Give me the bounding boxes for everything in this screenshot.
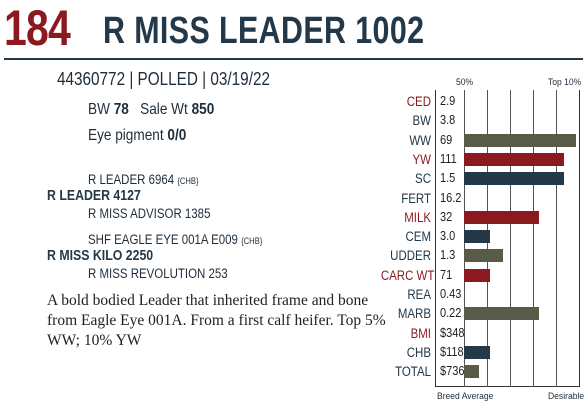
registration-info: 44360772 | POLLED | 03/19/22 <box>57 69 270 89</box>
epd-value-chb: $118 <box>440 344 464 359</box>
epd-value-bmi: $348 <box>440 325 465 340</box>
epd-label-fert: FERT <box>401 190 431 206</box>
pedigree-sire-dam: R MISS ADVISOR 1385 <box>88 206 211 221</box>
epd-label-marb: MARB <box>397 306 431 322</box>
eye-pigment-line: Eye pigment 0/0 <box>88 127 186 145</box>
sale-wt-value: 850 <box>191 101 215 118</box>
epd-value-marb: 0.22 <box>440 306 462 321</box>
bw-label: BW <box>88 101 110 118</box>
epd-value-cem: 3.0 <box>440 229 456 244</box>
epd-label-sc: SC <box>415 171 431 187</box>
epd-label-yw: YW <box>412 151 431 167</box>
eye-pigment-value: 0/0 <box>167 127 187 144</box>
epd-value-rea: 0.43 <box>440 287 462 301</box>
pedigree-sire-sire-name: R LEADER 6964 <box>88 172 175 187</box>
epd-value-fert: 16.2 <box>440 190 462 205</box>
epd-chart-frame <box>435 90 580 387</box>
pedigree-sire-sire: R LEADER 6964 {CHB} <box>88 172 199 187</box>
epd-bar-total <box>464 365 479 379</box>
pedigree-dam-sire-tag: {CHB} <box>241 236 263 246</box>
pedigree-dam-dam: R MISS REVOLUTION 253 <box>88 266 228 281</box>
epd-bar-udder <box>464 249 503 263</box>
pedigree-sire-sire-tag: {CHB} <box>177 176 199 186</box>
epd-label-bw: BW <box>412 113 431 129</box>
bw-value: 78 <box>113 101 129 118</box>
epd-value-bw: 3.8 <box>440 113 456 128</box>
epd-label-ced: CED <box>406 94 431 109</box>
header-divider <box>4 58 583 60</box>
epd-label-milk: MILK <box>404 209 431 225</box>
epd-label-total: TOTAL <box>395 364 431 380</box>
lot-description: A bold bodied Leader that inherited fram… <box>47 292 386 349</box>
epd-value-sc: 1.5 <box>440 171 456 186</box>
epd-bar-ww <box>464 133 576 147</box>
epd-label-cem: CEM <box>405 229 432 245</box>
epd-value-total: $736 <box>440 364 465 379</box>
eye-pigment-label: Eye pigment <box>88 127 164 144</box>
epd-bar-marb <box>464 307 540 321</box>
chart-header-top10: Top 10% <box>548 77 582 88</box>
epd-bar-chb <box>464 345 491 359</box>
epd-value-carc-wt: 71 <box>440 267 453 282</box>
pedigree-dam-sire-name: SHF EAGLE EYE 001A E009 <box>88 232 238 247</box>
epd-value-yw: 111 <box>440 151 457 166</box>
epd-bar-cem <box>464 230 491 244</box>
pedigree-dam: R MISS KILO 2250 <box>47 248 154 264</box>
chart-footer-desirable: Desirable <box>548 391 585 402</box>
epd-grid-line <box>556 90 557 387</box>
epd-label-bmi: BMI <box>410 325 431 341</box>
epd-value-milk: 32 <box>440 209 453 224</box>
epd-value-ww: 69 <box>440 132 453 147</box>
epd-label-rea: REA <box>407 287 431 302</box>
chart-footer-breed-average: Breed Average <box>437 391 494 402</box>
epd-bar-carc-wt <box>464 268 491 282</box>
epd-label-ww: WW <box>409 132 431 148</box>
pedigree-dam-sire: SHF EAGLE EYE 001A E009 {CHB} <box>88 232 262 247</box>
epd-label-carc-wt: CARC WT <box>380 267 435 283</box>
lot-number: 184 <box>4 0 71 56</box>
epd-bar-yw <box>464 152 565 166</box>
epd-label-udder: UDDER <box>390 248 431 264</box>
epd-grid-line <box>533 90 534 387</box>
epd-label-chb: CHB <box>406 344 431 360</box>
animal-name: R MISS LEADER 1002 <box>103 10 425 52</box>
epd-bar-sc <box>464 172 565 186</box>
chart-header-50: 50% <box>456 77 474 88</box>
sale-wt-label: Sale Wt <box>140 101 188 118</box>
epd-bar-milk <box>464 210 540 224</box>
epd-value-ced: 2.9 <box>440 94 456 108</box>
pedigree-sire: R LEADER 4127 <box>47 188 141 204</box>
weights-line: BW 78 Sale Wt 850 <box>88 101 214 119</box>
epd-value-udder: 1.3 <box>440 248 456 263</box>
epd-grid-line <box>510 90 511 387</box>
